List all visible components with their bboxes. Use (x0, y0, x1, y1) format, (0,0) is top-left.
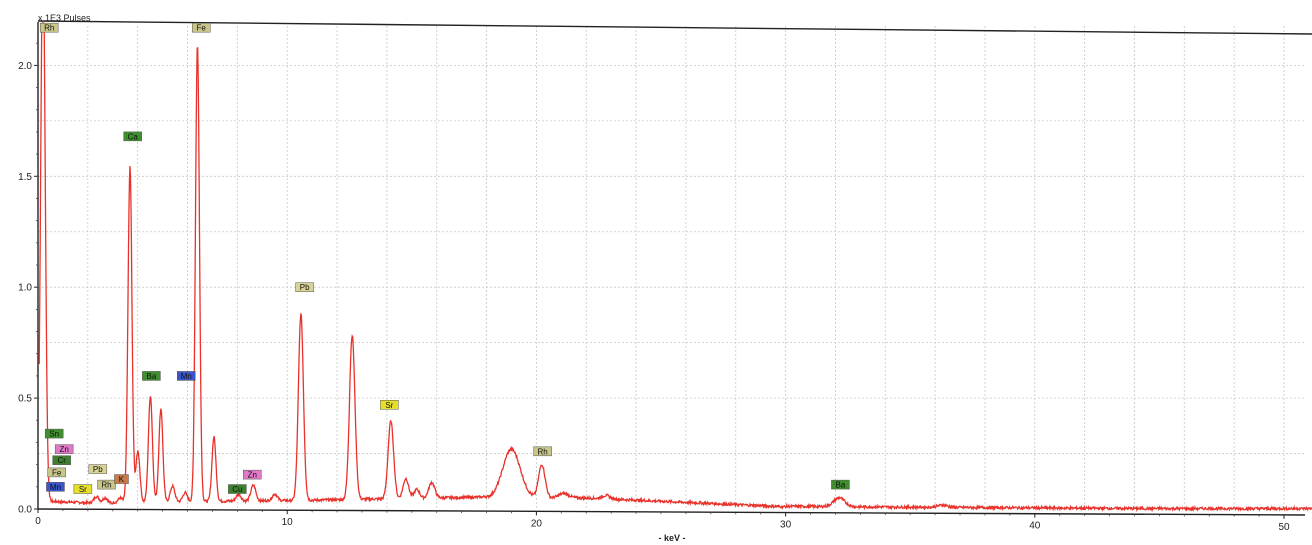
peak-label: Cr (52, 455, 71, 465)
peak-label: K (114, 474, 129, 484)
peak-label-text: Mn (181, 372, 192, 381)
spectrum-series-0 (38, 22, 1312, 513)
peak-label-text: Zn (248, 471, 257, 480)
peak-label-text: Ca (128, 132, 139, 141)
peak-label: Zn (243, 469, 262, 480)
x-tick-label: 40 (1029, 521, 1041, 532)
x-axis-title: - keV - (658, 533, 685, 543)
peak-label: Rh (39, 22, 59, 33)
peak-label-text: Pb (93, 465, 103, 474)
peak-label-text: Rh (44, 24, 54, 33)
x-tick-label: 50 (1278, 522, 1290, 533)
peak-label: Rh (533, 446, 552, 456)
peak-label: Mn (177, 371, 196, 381)
peak-label: Ca (123, 131, 142, 141)
y-tick-label: 0.0 (18, 505, 32, 516)
peak-label: Fe (47, 467, 66, 477)
peak-label-text: Fe (52, 468, 62, 477)
y-tick-label: 0.5 (18, 394, 32, 405)
peak-label: Sr (380, 400, 399, 410)
peak-label-text: Cu (232, 485, 242, 494)
peak-label-text: Ba (836, 481, 846, 490)
y-axis-title: x 1E3 Pulses (38, 13, 91, 23)
peak-label-text: Mn (50, 483, 61, 492)
peak-label: Ba (142, 371, 161, 381)
x-tick-label: 20 (531, 518, 543, 529)
peak-label: Sr (73, 484, 93, 494)
peak-label: Sn (44, 428, 64, 439)
peak-label-text: Pb (300, 283, 310, 292)
y-tick-label: 2.0 (18, 61, 32, 72)
peak-label-text: Ba (146, 372, 156, 381)
peak-label-text: Zn (59, 445, 68, 454)
peak-label-text: Sr (79, 485, 87, 494)
peak-label-text: Sn (49, 430, 59, 439)
peak-label: Ba (831, 479, 850, 490)
y-tick-label: 1.0 (18, 283, 32, 294)
grid (38, 26, 1305, 509)
series-layer (38, 22, 1312, 513)
peak-label-text: K (119, 475, 125, 484)
peak-label: Pb (295, 282, 314, 292)
peak-label-text: Fe (197, 24, 207, 33)
x-tick-label: 0 (35, 516, 41, 527)
peak-label: Rh (97, 479, 116, 490)
peak-label: Pb (88, 464, 108, 474)
peak-label-text: Sr (385, 401, 393, 410)
y-tick-label: 1.5 (18, 172, 32, 183)
peak-label-text: Cr (57, 456, 66, 465)
peak-label: Mn (46, 482, 65, 492)
axes: 0.0 0.5 1.0 1.5 2.0 0 10 20 30 40 50 (18, 20, 1312, 533)
peak-label: Fe (191, 22, 211, 33)
x-axis-line (37, 508, 1306, 516)
peak-label-text: Rh (538, 447, 548, 456)
x-tick-label: 10 (282, 517, 294, 528)
x-tick-label: 30 (780, 520, 792, 531)
peak-label-text: Rh (101, 481, 111, 490)
top-border (37, 20, 1312, 35)
peak-label: Zn (54, 444, 74, 454)
peak-label: Cu (228, 484, 247, 494)
